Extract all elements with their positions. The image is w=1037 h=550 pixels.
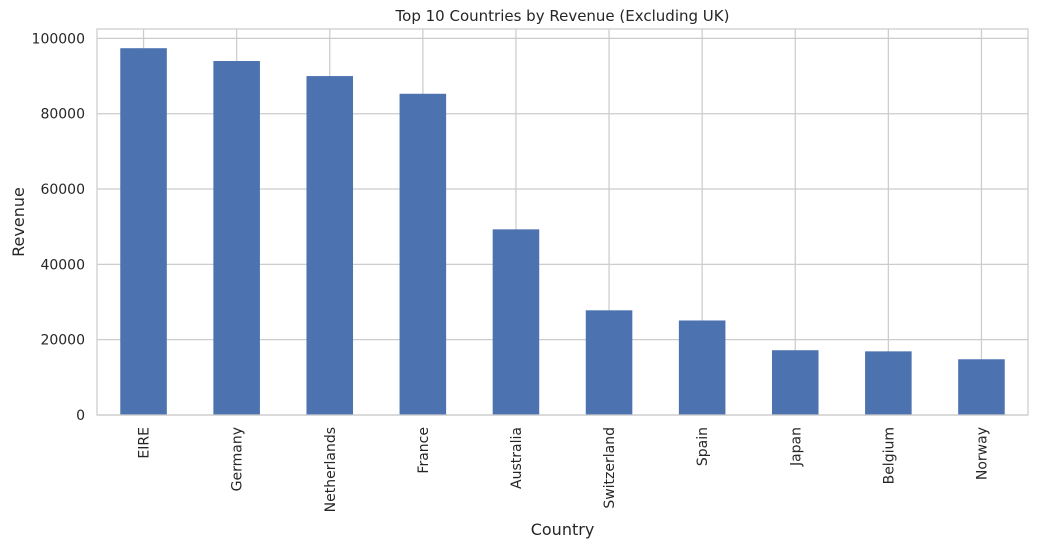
- axes-frame: [96, 28, 1029, 416]
- bar-norway: [958, 359, 1005, 415]
- y-tick-label: 100000: [32, 31, 85, 47]
- x-tick-label: Switzerland: [602, 427, 618, 509]
- x-tick-label: France: [416, 427, 432, 474]
- bar-eire: [120, 48, 167, 416]
- y-tick-label: 80000: [40, 107, 85, 123]
- bar-spain: [678, 320, 726, 415]
- x-tick-labels: EIRE Germany Netherlands France Australia Swi…: [137, 427, 991, 512]
- y-tick-label: 40000: [40, 257, 85, 273]
- x-axis-label: Country: [531, 520, 595, 539]
- x-tick-label: Spain: [695, 427, 711, 466]
- bar-belgium: [865, 351, 912, 415]
- bars: [120, 48, 1005, 416]
- bar-germany: [213, 61, 260, 415]
- bar-netherlands: [306, 76, 354, 415]
- bar-france: [399, 93, 447, 416]
- x-tick-label: Norway: [974, 427, 990, 480]
- bar-australia: [492, 229, 540, 415]
- y-tick-label: 20000: [40, 333, 85, 349]
- x-tick-label: Australia: [509, 427, 525, 489]
- y-tick-label: 60000: [40, 182, 85, 198]
- x-tick-label: Germany: [230, 427, 246, 491]
- bar-japan: [771, 350, 819, 415]
- y-tick-labels: 0 20000 40000 60000 80000 100000: [32, 31, 85, 424]
- chart-title: Top 10 Countries by Revenue (Excluding U…: [395, 7, 730, 25]
- bar-switzerland: [585, 310, 633, 415]
- x-tick-label: Belgium: [881, 427, 897, 484]
- y-tick-label: 0: [76, 408, 85, 424]
- y-axis-label: Revenue: [9, 187, 28, 257]
- x-tick-label: Netherlands: [323, 427, 339, 512]
- x-tick-label: Japan: [788, 427, 804, 467]
- x-tick-label: EIRE: [137, 427, 153, 459]
